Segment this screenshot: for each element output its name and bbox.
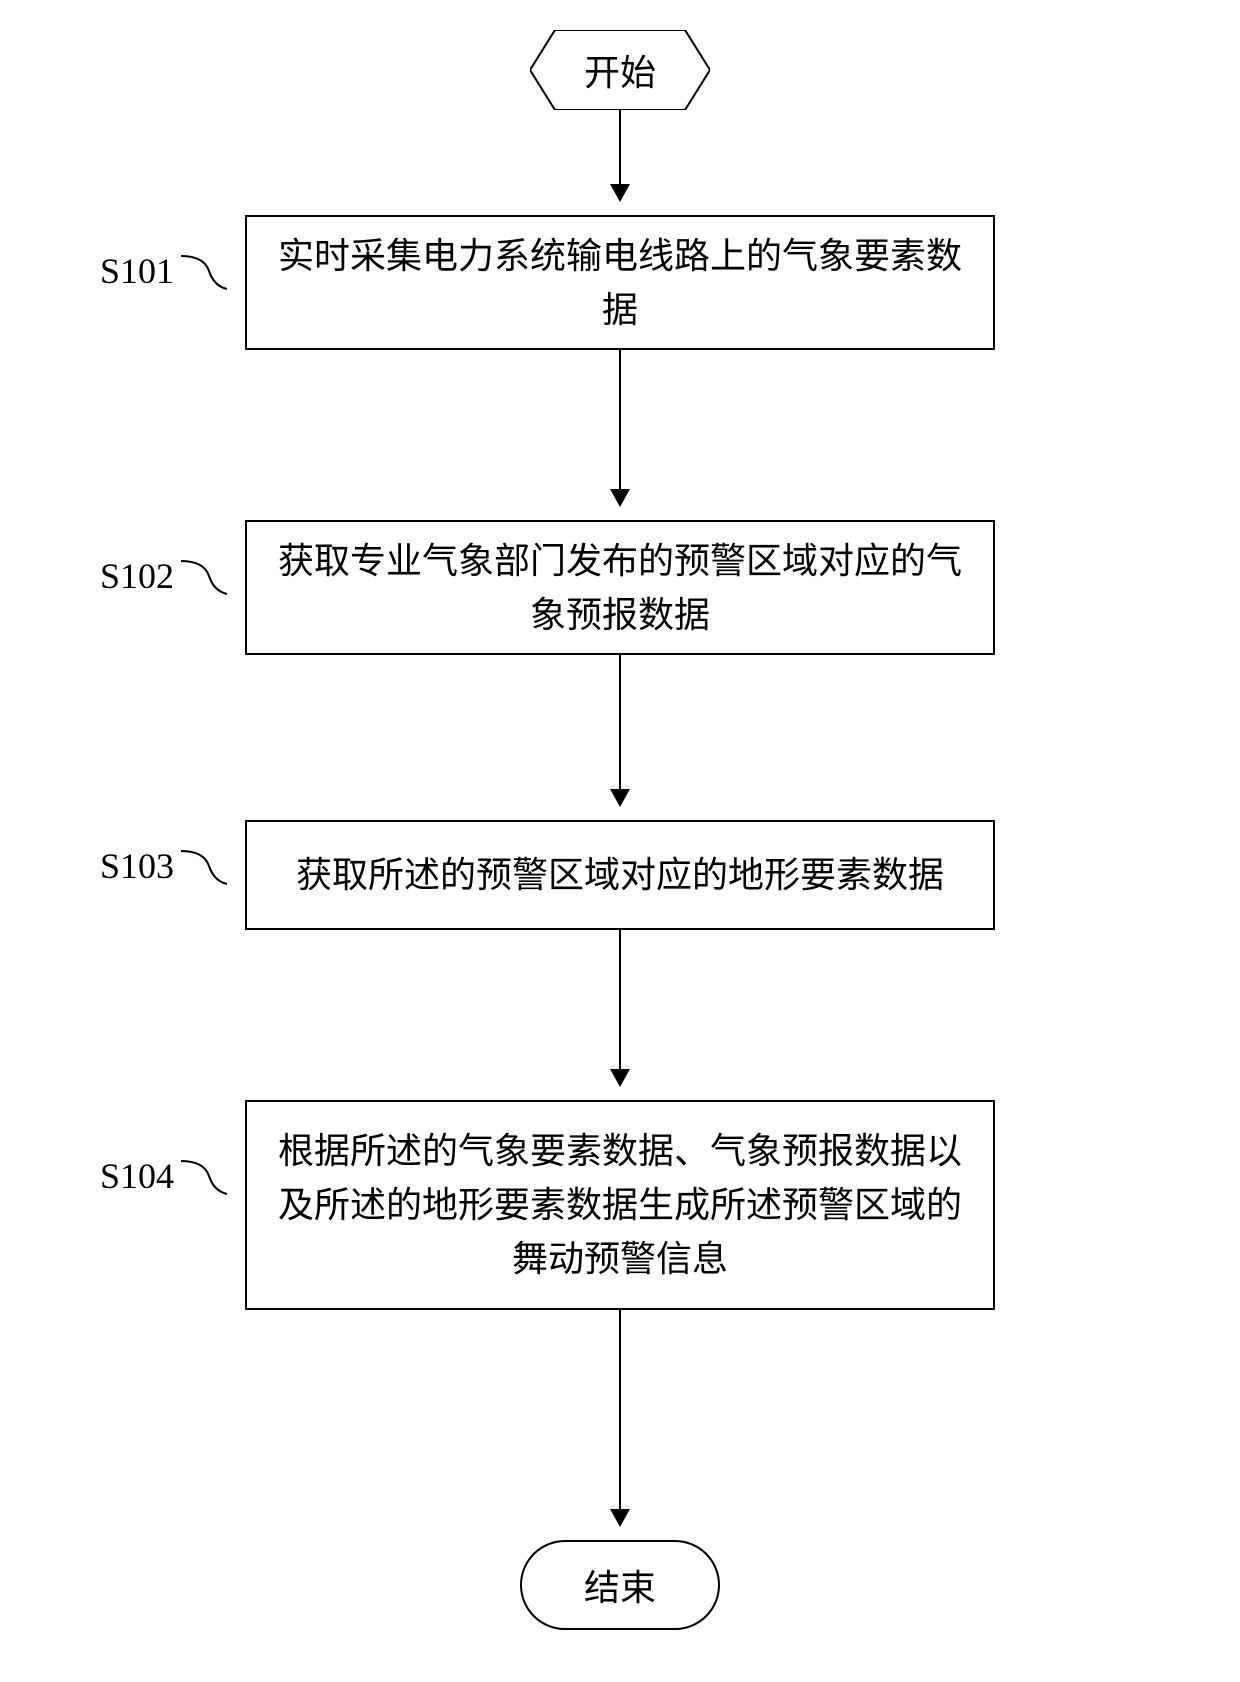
process-box-s104: 根据所述的气象要素数据、气象预报数据以及所述的地形要素数据生成所述预警区域的舞动… [245,1100,995,1310]
step-label-s101-text: S101 [100,250,174,292]
arrow-s102-s103 [619,655,621,805]
end-terminal: 结束 [520,1540,720,1630]
arrow-s103-s104 [619,930,621,1085]
step-label-s102-text: S102 [100,555,174,597]
arrow-start-s101 [619,110,621,200]
process-text-s101: 实时采集电力系统输电线路上的气象要素数据 [277,229,963,337]
process-box-s103: 获取所述的预警区域对应的地形要素数据 [245,820,995,930]
step-label-s104: S104 [100,1155,229,1197]
process-text-s102: 获取专业气象部门发布的预警区域对应的气象预报数据 [277,534,963,642]
process-box-s102: 获取专业气象部门发布的预警区域对应的气象预报数据 [245,520,995,655]
start-terminal: 开始 [530,30,710,110]
step-label-s103: S103 [100,845,229,887]
curve-connector-icon [179,251,229,291]
start-label: 开始 [584,44,656,96]
curve-connector-icon [179,1156,229,1196]
step-label-s104-text: S104 [100,1155,174,1197]
process-box-s101: 实时采集电力系统输电线路上的气象要素数据 [245,215,995,350]
curve-connector-icon [179,846,229,886]
step-label-s103-text: S103 [100,845,174,887]
arrow-s101-s102 [619,350,621,505]
arrow-s104-end [619,1310,621,1525]
process-text-s103: 获取所述的预警区域对应的地形要素数据 [296,848,944,902]
step-label-s102: S102 [100,555,229,597]
step-label-s101: S101 [100,250,229,292]
flowchart-container: 开始 S101 实时采集电力系统输电线路上的气象要素数据 S102 获取专业气象… [0,0,1240,1682]
process-text-s104: 根据所述的气象要素数据、气象预报数据以及所述的地形要素数据生成所述预警区域的舞动… [277,1124,963,1286]
curve-connector-icon [179,556,229,596]
end-label: 结束 [584,1559,656,1611]
